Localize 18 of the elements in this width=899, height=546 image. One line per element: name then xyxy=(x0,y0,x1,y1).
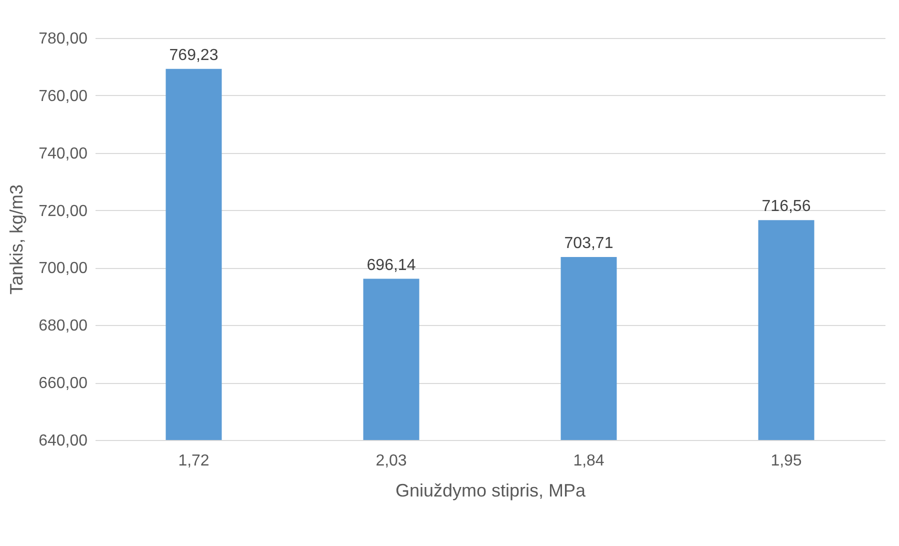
y-tick-label: 720,00 xyxy=(38,202,88,220)
x-tick-label: 1,84 xyxy=(573,452,604,470)
y-tick-label: 640,00 xyxy=(38,432,88,450)
y-axis-title: Tankis, kg/m3 xyxy=(6,184,27,295)
y-tick-label: 680,00 xyxy=(38,318,88,335)
y-tick-label: 760,00 xyxy=(38,88,88,105)
data-label: 696,14 xyxy=(366,256,416,274)
y-tick-label: 700,00 xyxy=(38,260,88,278)
data-label: 769,23 xyxy=(169,46,218,64)
x-tick-label: 1,72 xyxy=(178,452,210,470)
x-tick-label: 1,95 xyxy=(770,452,802,470)
x-tick-label: 2,03 xyxy=(376,452,407,470)
y-tick-label: 660,00 xyxy=(38,375,88,392)
y-tick-label: 780,00 xyxy=(38,30,88,48)
x-axis-title: Gniuždymo stipris, MPa xyxy=(395,480,587,500)
data-label: 703,71 xyxy=(564,235,614,252)
data-label: 716,56 xyxy=(762,198,811,216)
y-tick-label: 740,00 xyxy=(38,145,88,162)
